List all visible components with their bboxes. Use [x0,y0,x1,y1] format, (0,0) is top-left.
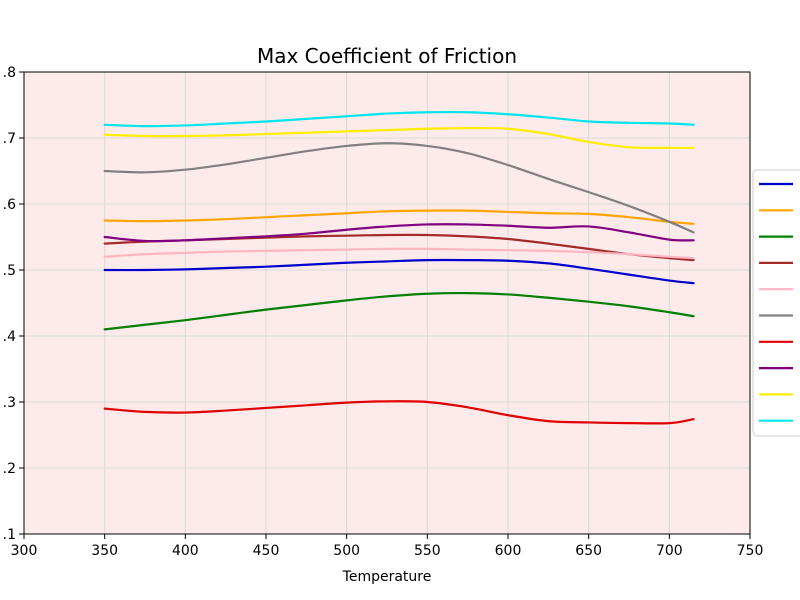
x-axis: 300 350 400 450 500 550 600 650 700 750 [11,534,764,559]
series-line-3 [103,291,695,331]
y-tick-label: .5 [3,263,16,279]
series-line-8 [103,223,695,243]
x-tick-label: 400 [172,543,199,559]
x-axis-label: Temperature [342,569,432,585]
x-tick-label: 750 [737,543,764,559]
y-axis: .1 .2 .3 .4 .5 .6 .7 .8 [3,65,24,543]
series-line-9 [103,126,695,150]
y-tick-label: .7 [3,131,16,147]
chart-title: Max Coefficient of Friction [257,44,517,68]
x-tick-label: 700 [656,543,683,559]
x-tick-label: 350 [91,543,118,559]
series-line-6 [103,142,695,234]
y-tick-label: .8 [3,65,16,81]
y-tick-label: .4 [3,329,16,345]
series-lines [103,110,695,425]
y-tick-label: .1 [3,527,16,543]
x-tick-label: 500 [333,543,360,559]
series-line-7 [103,400,695,425]
plot-area [24,72,750,534]
x-tick-label: 600 [495,543,522,559]
legend [752,169,800,437]
y-tick-label: .2 [3,461,16,477]
series-line-1 [103,258,695,285]
x-tick-label: 450 [253,543,280,559]
series-line-10 [103,110,695,128]
x-tick-label: 650 [575,543,602,559]
y-tick-label: .3 [3,395,16,411]
series-line-5 [103,247,695,260]
x-tick-label: 300 [11,543,38,559]
x-tick-label: 550 [414,543,441,559]
plot-frame [23,71,751,535]
y-tick-label: .6 [3,197,16,213]
series-line-2 [103,209,695,225]
